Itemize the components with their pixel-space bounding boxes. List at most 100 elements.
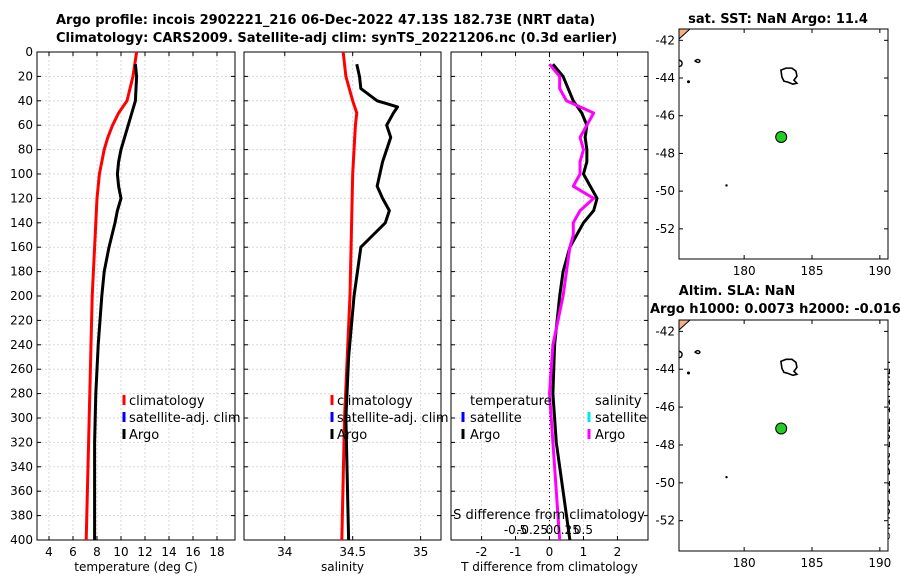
difference-top-xtick-label: -0.5 <box>504 523 527 537</box>
salinity-legend-label: satellite-adj. clim <box>337 411 449 426</box>
difference-xtick-label: 0 <box>546 545 554 559</box>
temperature-series-climatology <box>84 51 139 541</box>
difference-legend-salinity-label: Argo <box>595 428 625 443</box>
temperature-ytick-label: 180 <box>10 265 33 279</box>
difference-top-xlabel: S difference from climatology <box>453 508 645 523</box>
temperature-ytick-label: 0 <box>25 45 33 59</box>
difference-top-xtick-label: 0.25 <box>553 523 580 537</box>
map_sst-island-edge <box>678 59 683 68</box>
map_sla-ytick-label: -52 <box>655 514 675 528</box>
temperature-ytick-label: 360 <box>10 484 33 498</box>
salinity-series-argo <box>344 63 400 541</box>
temperature-ytick-label: 300 <box>10 411 33 425</box>
temperature-ytick-label: 260 <box>10 362 33 376</box>
temperature-ytick-label: 140 <box>10 216 33 230</box>
map_sst-island-small <box>693 58 701 64</box>
map_sla-island-dot <box>725 475 728 479</box>
temperature-ytick-label: 20 <box>18 69 33 83</box>
map_sst-island-dot <box>687 80 690 84</box>
map_sst-ytick-label: -48 <box>655 146 675 160</box>
map_sla-ytick-label: -50 <box>655 476 675 490</box>
temperature-ytick-label: 160 <box>10 240 33 254</box>
salinity-xtick-label: 34 <box>277 545 292 559</box>
map_sla-island-main <box>780 358 799 377</box>
difference-top-xtick-label: 0 <box>546 523 554 537</box>
map_sst-xtick-label: 180 <box>733 264 756 278</box>
map_sla-islands <box>678 349 799 479</box>
map_sst-island-main <box>780 67 799 85</box>
map_sla-xtick-label: 185 <box>801 556 824 570</box>
salinity-xlabel: salinity <box>321 560 364 574</box>
salinity-grid <box>244 51 441 541</box>
temperature-ytick-label: 400 <box>10 533 33 547</box>
temperature-ytick-label: 120 <box>10 191 33 205</box>
salinity-legend-label: Argo <box>337 428 367 443</box>
temperature-xtick-label: 6 <box>69 545 77 559</box>
map_sla-island-small <box>693 349 701 355</box>
temperature-xtick-label: 10 <box>113 545 128 559</box>
map_sla-island-edge <box>678 350 683 359</box>
temperature-ytick-label: 380 <box>10 509 33 523</box>
map_sla-land-patch <box>678 319 692 332</box>
temperature-xtick-label: 8 <box>93 545 101 559</box>
temperature-ytick-label: 80 <box>18 143 33 157</box>
figure-title-line-1: Argo profile: incois 2902221_216 06-Dec-… <box>56 13 596 28</box>
difference-xtick-label: -2 <box>476 545 488 559</box>
map_sst-ytick-label: -46 <box>655 109 675 123</box>
map_sla-xtick-label: 190 <box>868 556 891 570</box>
temperature-xlabel: temperature (deg C) <box>74 560 197 574</box>
difference-xtick-label: -1 <box>510 545 522 559</box>
temperature-xtick-label: 18 <box>209 545 224 559</box>
difference-xtick-label: 1 <box>580 545 588 559</box>
map_sst-ytick-label: -44 <box>655 71 675 85</box>
temperature-xtick-label: 16 <box>185 545 200 559</box>
temperature-ytick-label: 320 <box>10 435 33 449</box>
map_sla-title-line-1: Altim. SLA: NaN <box>679 284 795 299</box>
map_sla-ytick-label: -44 <box>655 362 675 376</box>
temperature-grid <box>37 51 235 541</box>
map_sst-frame <box>678 28 889 260</box>
map_sla-title-line-2: Argo h1000: 0.0073 h2000: -0.016 <box>650 302 900 317</box>
figure-title-line-2: Climatology: CARS2009. Satellite-adj cli… <box>56 31 618 46</box>
map_sst-island-dot <box>725 184 728 187</box>
temperature-ytick-label: 280 <box>10 387 33 401</box>
difference-top-xtick-label: 0.5 <box>574 523 593 537</box>
map_sst-ytick-label: -52 <box>655 222 675 236</box>
temperature-xtick-label: 4 <box>45 545 53 559</box>
difference-legend-temperature-title: temperature <box>470 394 552 409</box>
map_sst-ytick-label: -42 <box>655 33 675 47</box>
map_sla-ytick-label: -42 <box>655 324 675 338</box>
map_sst-xtick-label: 190 <box>868 264 891 278</box>
map_sst-title: sat. SST: NaN Argo: 11.4 <box>688 12 868 27</box>
map_sst-land-patch <box>678 28 692 41</box>
map_sst-ytick-label: -50 <box>655 184 675 198</box>
temperature-xtick-label: 14 <box>161 545 176 559</box>
difference-legend-temperature-label: Argo <box>470 428 500 443</box>
salinity-legend-label: climatology <box>337 394 413 409</box>
map_sst-xtick-label: 185 <box>801 264 824 278</box>
temperature-ytick-label: 100 <box>10 167 33 181</box>
temperature-legend-label: climatology <box>129 394 205 409</box>
map_sla-argo-marker <box>775 422 788 435</box>
map_sla-island-dot <box>687 371 690 375</box>
temperature-ytick-label: 340 <box>10 460 33 474</box>
temperature-ytick-label: 240 <box>10 338 33 352</box>
map_sst-islands <box>678 58 799 187</box>
map_sst-argo-marker <box>775 131 788 144</box>
temperature-legend-label: satellite-adj. clim <box>129 411 241 426</box>
difference-series-s-difference <box>548 63 596 541</box>
temperature-ytick-label: 220 <box>10 313 33 327</box>
temperature-legend-label: Argo <box>129 428 159 443</box>
salinity-xtick-label: 35 <box>413 545 428 559</box>
temperature-xtick-label: 12 <box>137 545 152 559</box>
temperature-ytick-label: 60 <box>18 118 33 132</box>
temperature-series-argo <box>93 64 139 540</box>
map_sla-ytick-label: -46 <box>655 400 675 414</box>
temperature-ytick-label: 40 <box>18 94 33 108</box>
difference-legend-salinity-label: satellite <box>595 411 647 426</box>
map_sla-frame <box>678 319 889 552</box>
difference-legend-salinity-title: salinity <box>595 394 642 409</box>
map_sla-ytick-label: -48 <box>655 438 675 452</box>
difference-top-xtick-label: -0.25 <box>517 523 548 537</box>
